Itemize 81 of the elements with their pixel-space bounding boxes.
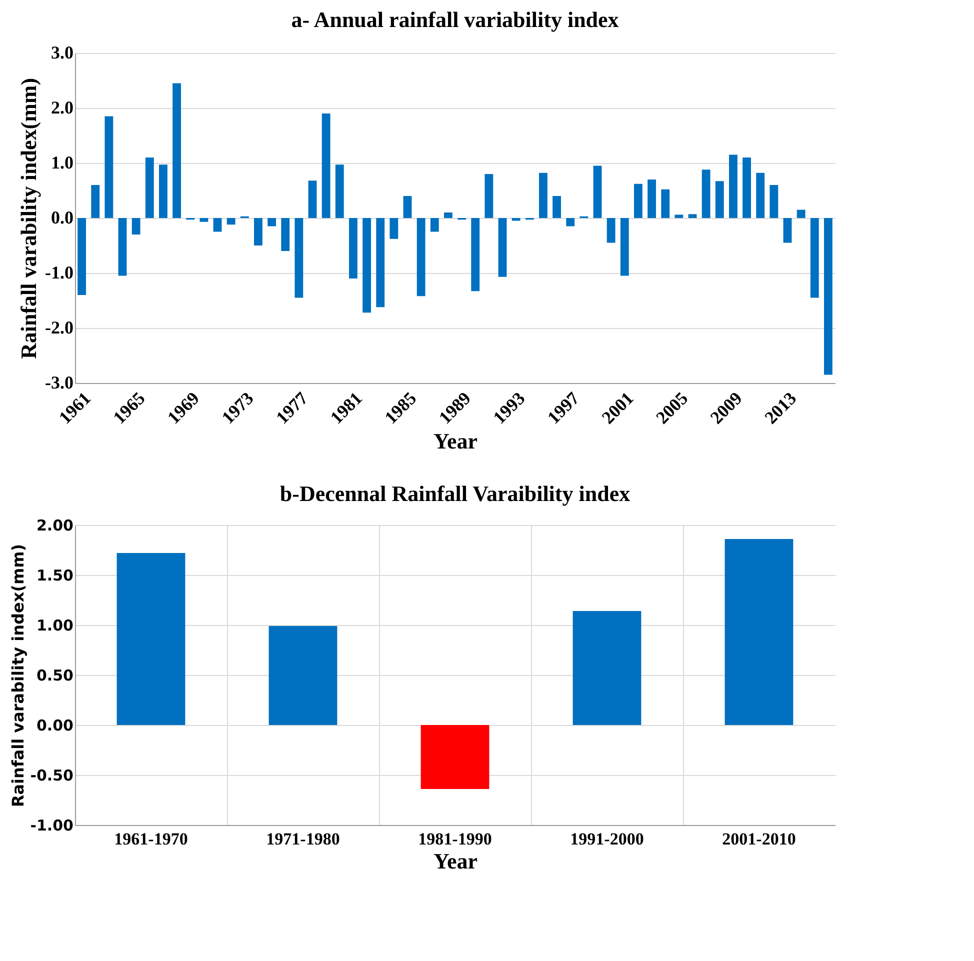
y-axis-title: Rainfall varability index(mm) (8, 544, 28, 808)
bar (756, 172, 765, 218)
bar (78, 218, 86, 295)
bar (116, 553, 186, 725)
bar (118, 218, 127, 276)
bar (308, 180, 317, 218)
bar (294, 218, 304, 298)
bar (104, 116, 114, 218)
bar (824, 218, 832, 375)
y-tick-label: 1.50 (36, 566, 74, 584)
x-tick-label: 1971-1980 (266, 830, 340, 848)
bar (349, 218, 358, 278)
y-axis-title: Rainfall varability index(mm) (16, 78, 42, 360)
bar (572, 611, 642, 725)
y-tick-label: 0.00 (36, 716, 74, 734)
bar (471, 218, 480, 292)
y-tick-label: 0.50 (36, 666, 74, 684)
y-tick-label: 2.00 (36, 516, 74, 534)
bar (390, 218, 398, 239)
bar (648, 180, 656, 218)
bar (634, 184, 642, 218)
bar (796, 210, 806, 218)
bar (91, 185, 100, 218)
y-tick-label: -2.0 (45, 318, 74, 338)
bar (539, 172, 548, 218)
y-tick-label: -0.50 (30, 766, 74, 784)
bar (145, 158, 154, 218)
y-tick-label: 2.0 (51, 98, 74, 118)
x-axis-title: Year (434, 428, 478, 454)
bar (430, 218, 439, 232)
bar (688, 214, 697, 218)
bar (172, 83, 181, 218)
bar (661, 189, 670, 218)
bar (281, 218, 290, 251)
bar (403, 196, 412, 218)
bar (268, 626, 338, 725)
bar (593, 166, 602, 218)
bar (810, 218, 819, 298)
x-axis-title: Year (434, 848, 478, 874)
bar (159, 164, 168, 218)
bar (566, 218, 575, 226)
bar (729, 154, 738, 218)
x-tick-label: 2001-2010 (722, 830, 796, 848)
bar (606, 218, 616, 243)
bar (674, 214, 684, 218)
chart-title: a- Annual rainfall variability index (291, 7, 619, 32)
bar (200, 218, 208, 222)
bar (420, 725, 490, 789)
bar (715, 181, 724, 218)
bar (742, 158, 751, 218)
x-tick-label: 1981-1990 (418, 830, 492, 848)
bar (484, 174, 494, 218)
bar (132, 218, 140, 234)
y-tick-label: 1.0 (51, 152, 74, 172)
bar (376, 218, 385, 308)
bar (254, 218, 262, 246)
bar (783, 218, 792, 243)
bar (702, 170, 710, 218)
bar (213, 218, 222, 232)
bar (552, 196, 561, 218)
bar (770, 185, 778, 218)
bar (444, 212, 452, 218)
bar (226, 218, 236, 225)
bar (724, 539, 794, 725)
bar (416, 218, 426, 296)
y-tick-label: -1.00 (30, 816, 74, 834)
y-tick-label: 1.00 (36, 616, 74, 634)
x-tick-label: 1961-1970 (114, 830, 188, 848)
y-tick-label: -3.0 (45, 372, 74, 392)
bar (362, 218, 371, 313)
bar (512, 218, 520, 221)
y-tick-label: 0.0 (51, 208, 74, 228)
bar (335, 164, 344, 218)
x-tick-label: 1991-2000 (570, 830, 644, 848)
y-tick-label: -1.0 (45, 262, 74, 282)
y-tick-label: 3.0 (51, 42, 74, 62)
bar (322, 114, 330, 218)
bar (498, 218, 507, 277)
bar (620, 218, 629, 276)
bar (268, 218, 276, 226)
chart-title: b-Decennal Rainfall Varaibility index (280, 481, 630, 506)
